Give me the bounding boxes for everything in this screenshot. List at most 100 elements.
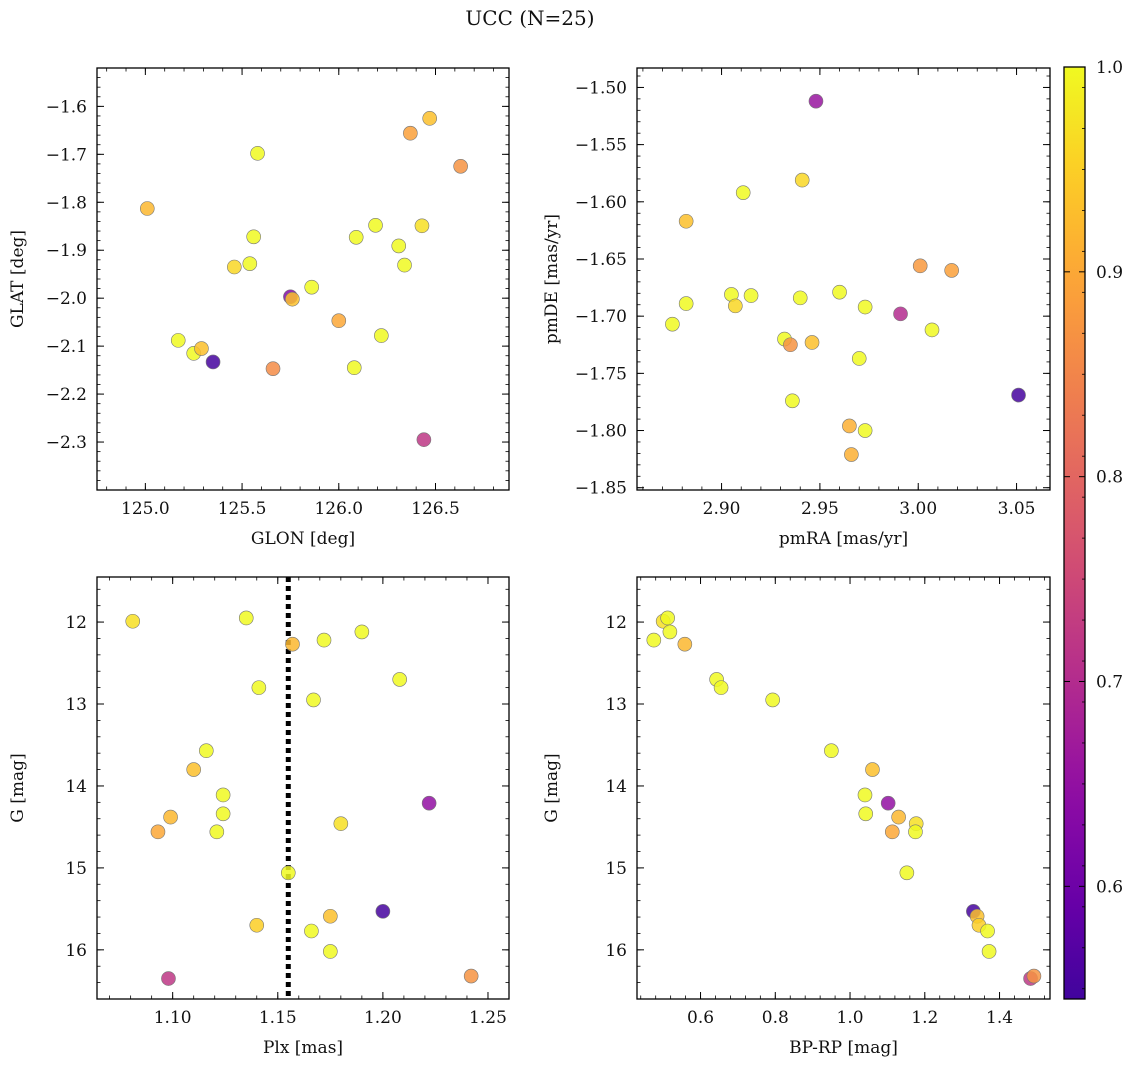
data-point	[981, 944, 997, 959]
data-point	[678, 296, 694, 311]
data-point	[908, 824, 923, 840]
y-tick-label: 12	[605, 613, 627, 633]
x-tick-label: 126.0	[314, 499, 363, 519]
data-point	[735, 185, 751, 200]
y-tick-label: 14	[65, 777, 87, 797]
y-tick-label: −2.1	[46, 337, 87, 357]
data-point	[1026, 968, 1042, 984]
data-point	[851, 351, 867, 366]
data-point	[924, 322, 940, 338]
colorbar-gradient	[1063, 66, 1086, 1000]
data-point	[804, 335, 820, 350]
x-tick-label: 1.2	[911, 1008, 938, 1028]
y-tick-label: −1.85	[575, 479, 627, 499]
data-point	[980, 923, 995, 939]
y-tick-label: −1.80	[575, 422, 627, 442]
y-axis-label: pmDE [mas/yr]	[542, 214, 562, 344]
data-point	[125, 613, 141, 629]
data-point	[416, 432, 432, 447]
data-point	[677, 636, 693, 652]
y-tick-label: 15	[605, 859, 627, 879]
axes-frame	[636, 67, 1051, 491]
data-point	[316, 632, 332, 648]
data-point	[194, 341, 209, 356]
data-point	[884, 824, 900, 840]
data-point	[186, 762, 201, 777]
data-point	[646, 632, 662, 648]
data-point	[306, 692, 321, 708]
data-point	[728, 298, 743, 314]
data-point	[713, 680, 729, 695]
data-point	[209, 824, 225, 840]
data-point	[792, 290, 808, 306]
y-tick-label: 16	[65, 941, 87, 961]
data-layer	[665, 93, 1026, 462]
data-point	[660, 610, 675, 626]
axes-frame	[96, 67, 510, 491]
data-point	[422, 111, 437, 126]
y-tick-label: −1.75	[575, 364, 627, 384]
data-point	[238, 610, 254, 626]
data-point	[1011, 387, 1026, 403]
y-tick-label: −1.7	[46, 145, 87, 165]
x-tick-label: 0.8	[762, 1008, 789, 1028]
data-point	[199, 743, 214, 759]
x-axis-label: BP-RP [mag]	[789, 1038, 898, 1058]
x-tick-label: 1.10	[154, 1008, 192, 1028]
x-axis-label: pmRA [mas/yr]	[779, 529, 908, 549]
data-point	[333, 816, 349, 831]
data-point	[304, 279, 320, 295]
x-tick-label: 125.0	[121, 499, 170, 519]
data-point	[783, 337, 798, 353]
y-tick-label: −2.2	[46, 385, 87, 405]
x-tick-label: 1.4	[986, 1008, 1013, 1028]
y-tick-label: −1.50	[575, 78, 627, 98]
y-tick-label: 12	[65, 613, 87, 633]
x-tick-label: 1.15	[259, 1008, 297, 1028]
y-tick-label: 16	[605, 941, 627, 961]
colorbar-tick-label: 0.8	[1096, 468, 1123, 488]
data-point	[857, 423, 873, 438]
data-point	[832, 284, 847, 300]
data-point	[785, 393, 800, 409]
data-point	[331, 313, 347, 329]
data-point	[205, 354, 221, 370]
y-axis-label: GLAT [deg]	[8, 230, 28, 328]
data-point	[227, 259, 242, 275]
y-tick-label: −1.60	[575, 193, 627, 213]
data-point	[250, 146, 265, 161]
y-tick-label: −1.6	[46, 97, 87, 117]
data-point	[893, 306, 908, 322]
data-point	[794, 172, 810, 188]
data-point	[899, 865, 915, 881]
data-point	[215, 787, 231, 803]
x-tick-label: 1.0	[837, 1008, 864, 1028]
x-tick-label: 126.5	[411, 499, 460, 519]
data-point	[150, 824, 166, 840]
panel-pmra-pmde: 2.90 2.95 3.00 3.05 −1.50 −1.55 −1.60 −1.65 −1.7…	[542, 67, 1051, 549]
data-point	[678, 213, 694, 229]
panel-plx-g: 1.10 1.15 1.20 1.25 12 13 14 15 16 Plx [mas] G [ma…	[8, 576, 510, 1058]
data-point	[665, 316, 680, 332]
y-axis-label: G [mag]	[542, 753, 562, 822]
data-point	[808, 93, 824, 109]
y-tick-label: 14	[605, 777, 627, 797]
x-tick-label: 0.6	[687, 1008, 714, 1028]
y-tick-label: 15	[65, 859, 87, 879]
y-tick-label: 13	[65, 695, 87, 715]
data-point	[304, 923, 319, 939]
data-point	[857, 299, 873, 315]
data-point	[354, 624, 370, 640]
y-tick-label: −1.9	[46, 241, 87, 261]
data-point	[912, 258, 928, 274]
y-tick-label: −1.8	[46, 193, 87, 213]
data-point	[163, 809, 178, 825]
data-point	[944, 263, 959, 278]
data-point	[346, 360, 362, 376]
x-tick-label: 125.5	[218, 499, 267, 519]
x-axis-label: GLON [deg]	[251, 529, 355, 549]
data-point	[414, 218, 430, 234]
data-point	[246, 229, 261, 245]
